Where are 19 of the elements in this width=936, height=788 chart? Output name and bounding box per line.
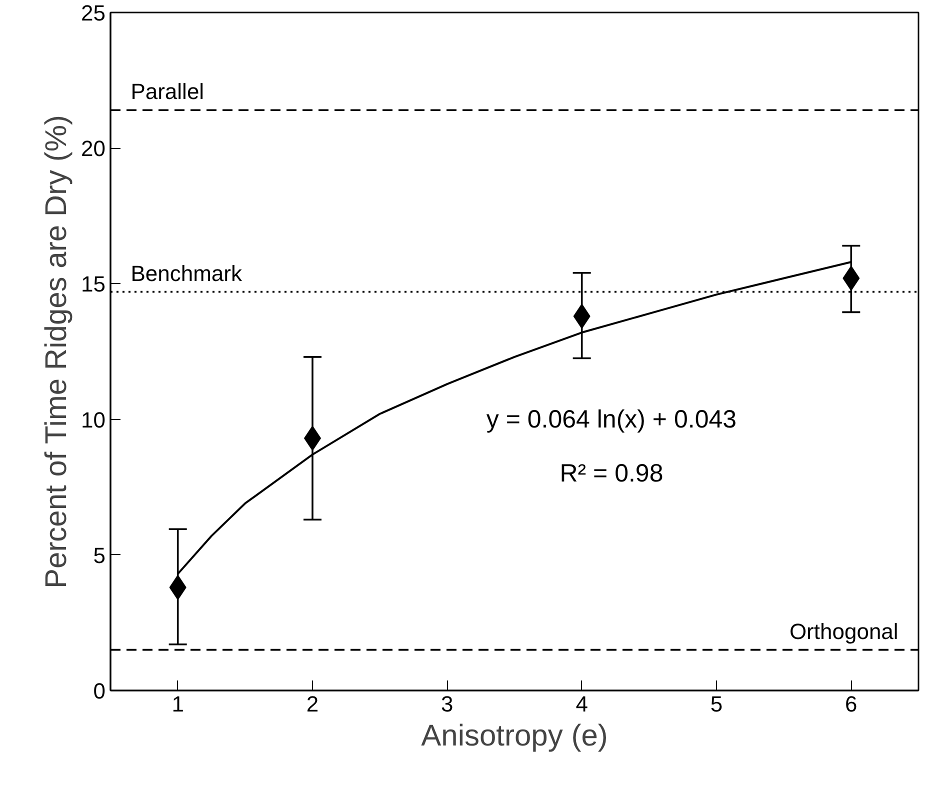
x-tick-label: 2 <box>306 692 319 716</box>
y-tick-label: 0 <box>93 678 106 704</box>
ref-line-label: Orthogonal <box>789 618 898 644</box>
y-tick-label: 20 <box>81 136 106 162</box>
y-tick-label: 25 <box>81 0 106 26</box>
y-tick-label: 15 <box>81 272 106 297</box>
y-tick-label: 5 <box>93 542 106 568</box>
annotation: y = 0.064 ln(x) + 0.043 <box>486 405 737 434</box>
x-tick-label: 3 <box>441 692 454 716</box>
x-axis-title: Anisotropy (e) <box>421 720 608 752</box>
x-tick-label: 6 <box>845 692 858 716</box>
annotation: R² = 0.98 <box>560 460 664 488</box>
x-tick-label: 4 <box>576 692 588 716</box>
ref-line-label: Parallel <box>130 79 204 104</box>
x-tick-label: 1 <box>172 692 184 716</box>
ref-line-label: Benchmark <box>130 260 243 286</box>
y-tick-label: 10 <box>81 407 106 432</box>
x-tick-label: 5 <box>710 692 723 716</box>
y-axis-title: Percent of Time Ridges are Dry (%) <box>40 115 74 589</box>
